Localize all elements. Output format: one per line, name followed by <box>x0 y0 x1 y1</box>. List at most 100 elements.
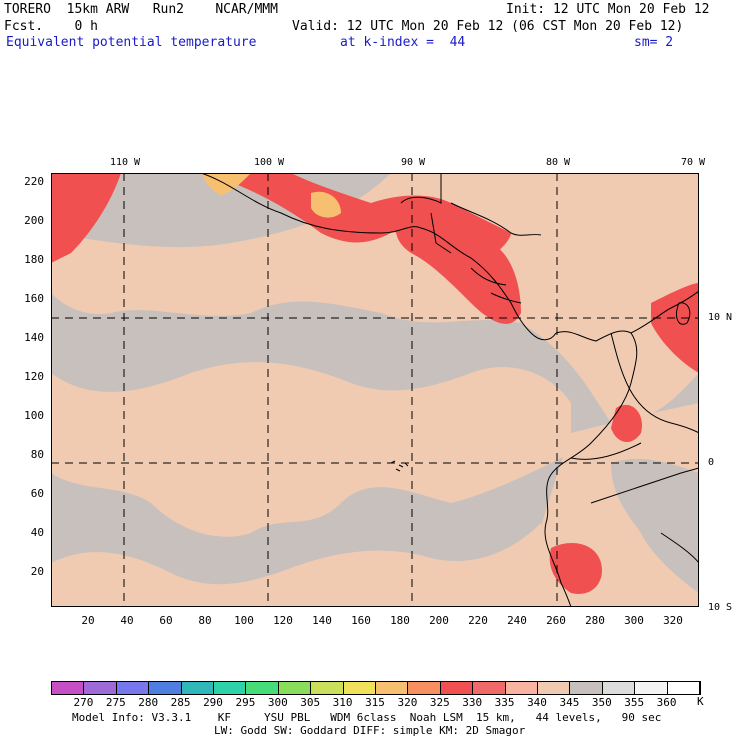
lon-label-80w: 80 W <box>545 157 571 168</box>
galapagos-islands <box>390 460 409 472</box>
cool-region-east <box>611 458 699 593</box>
lon-label-110w: 110 W <box>109 157 141 168</box>
colorbar-cell <box>570 682 603 694</box>
border-nicaragua <box>490 292 522 304</box>
y-tick-180: 180 <box>24 253 44 266</box>
lon-label-100w: 100 W <box>253 157 285 168</box>
colorbar-cell <box>473 682 506 694</box>
colorbar-label: 290 <box>203 696 223 709</box>
colorbar-label: 325 <box>429 696 450 709</box>
coastline-mexico <box>200 173 557 341</box>
x-tick-220: 220 <box>468 614 488 627</box>
field-name: Equivalent potential temperature <box>6 35 257 50</box>
lat-label-10s: 10 S <box>708 602 733 613</box>
valid-time: Valid: 12 UTC Mon 20 Feb 12 (06 CST Mon … <box>292 19 684 34</box>
lon-label-90w: 90 W <box>400 157 426 168</box>
colorbar-label: 335 <box>494 696 515 709</box>
init-time: Init: 12 UTC Mon 20 Feb 12 <box>506 2 710 17</box>
hot-region-peru <box>549 543 602 594</box>
colorbar-cell <box>667 682 700 694</box>
coastline-yucatan <box>400 173 442 204</box>
colorbar-cell <box>278 682 312 694</box>
y-tick-140: 140 <box>24 331 44 344</box>
peak-region-2 <box>311 191 341 218</box>
colorbar-label: 315 <box>365 696 385 709</box>
y-tick-20: 20 <box>30 565 44 578</box>
colorbar-cell <box>181 682 214 694</box>
y-tick-100: 100 <box>24 409 44 422</box>
coastline-panama <box>555 330 632 342</box>
colorbar-label: 355 <box>624 696 645 709</box>
colorbar-cell <box>311 682 344 694</box>
hot-region-central-america <box>395 213 521 324</box>
field-map <box>51 173 699 607</box>
border-honduras <box>470 267 507 286</box>
border-colombia <box>610 332 699 434</box>
border-brazil <box>660 532 699 564</box>
colorbar-label: 270 <box>73 696 94 709</box>
x-tick-80: 80 <box>198 614 212 627</box>
smoothing-info: sm= 2 <box>634 35 674 50</box>
coastline-colombia-north <box>630 290 699 334</box>
x-tick-160: 160 <box>351 614 371 627</box>
model-info: Model Info: V3.3.1 KF YSU PBL WDM 6class… <box>72 711 662 724</box>
colorbar-label: 310 <box>332 696 353 709</box>
x-tick-280: 280 <box>585 614 605 627</box>
colorbar-cell <box>246 682 279 694</box>
lon-label-70w: 70 W <box>680 157 706 168</box>
lake-maracaibo <box>676 302 691 325</box>
colorbar-cell <box>635 682 668 694</box>
colorbar-cell <box>84 682 117 694</box>
x-tick-20: 20 <box>81 614 95 627</box>
hot-region-amazon <box>611 404 642 443</box>
coastline-caribbean <box>450 202 542 236</box>
y-tick-60: 60 <box>30 487 44 500</box>
x-tick-120: 120 <box>273 614 293 627</box>
x-tick-200: 200 <box>429 614 449 627</box>
hot-region-west <box>51 173 121 263</box>
coastline-south-america <box>544 332 638 607</box>
colorbar-label: 345 <box>559 696 580 709</box>
x-tick-260: 260 <box>546 614 566 627</box>
forecast-hour: Fcst. 0 h <box>4 19 98 34</box>
map-border <box>51 173 699 607</box>
colorbar-cell <box>602 682 636 694</box>
y-tick-160: 160 <box>24 292 44 305</box>
x-tick-60: 60 <box>159 614 173 627</box>
model-title: TORERO 15km ARW Run2 NCAR/MMM <box>4 2 278 17</box>
y-tick-80: 80 <box>30 448 44 461</box>
colorbar-cell <box>505 682 538 694</box>
colorbar-cell <box>116 682 150 694</box>
x-tick-240: 240 <box>507 614 527 627</box>
y-tick-200: 200 <box>24 214 44 227</box>
warm-region-band <box>51 362 571 537</box>
colorbar-label: 330 <box>462 696 483 709</box>
level-info: at k-index = 44 <box>340 35 466 50</box>
colorbar-cell <box>343 682 376 694</box>
lat-label-10n: 10 N <box>708 312 733 323</box>
map-panel <box>51 173 699 607</box>
colorbar-label: 320 <box>397 696 418 709</box>
border-ecuador <box>570 442 642 460</box>
y-tick-220: 220 <box>24 175 44 188</box>
y-tick-40: 40 <box>30 526 44 539</box>
colorbar-cell <box>538 682 571 694</box>
colorbar-label: 360 <box>656 696 677 709</box>
x-tick-180: 180 <box>390 614 410 627</box>
colorbar-label: 275 <box>105 696 126 709</box>
y-tick-120: 120 <box>24 370 44 383</box>
border-guatemala <box>430 212 452 254</box>
colorbar-label: 295 <box>235 696 256 709</box>
colorbar-cell <box>376 682 409 694</box>
colorbar-label: 285 <box>170 696 191 709</box>
warm-region-north <box>51 173 699 423</box>
warm-region-south <box>51 523 541 607</box>
border-peru <box>590 467 699 504</box>
x-tick-40: 40 <box>120 614 134 627</box>
colorbar-label: 350 <box>591 696 612 709</box>
colorbar-cell <box>214 682 247 694</box>
colorbar-cell <box>149 682 182 694</box>
x-tick-100: 100 <box>234 614 254 627</box>
colorbar-label: 305 <box>300 696 321 709</box>
x-tick-320: 320 <box>663 614 683 627</box>
